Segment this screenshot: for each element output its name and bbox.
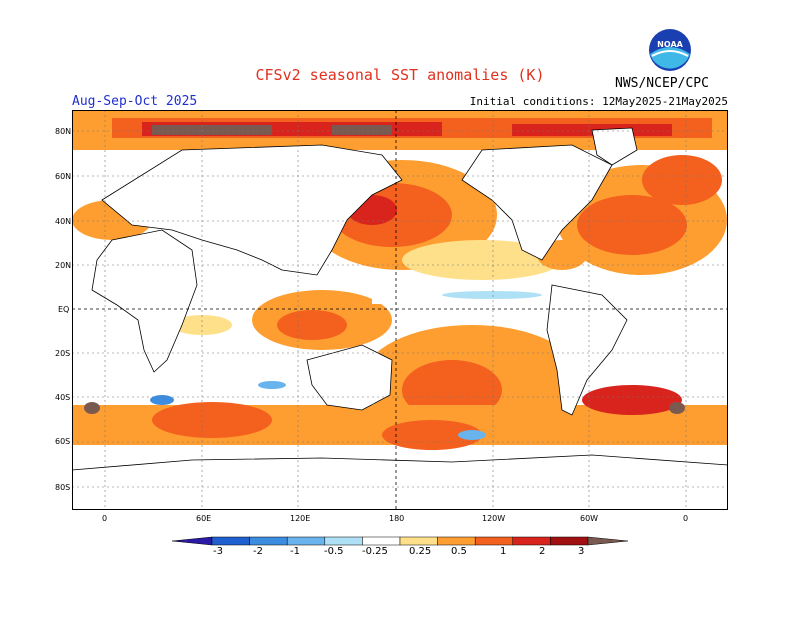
lat-label: 20S <box>55 349 71 358</box>
colorbar-label: 1 <box>500 546 507 557</box>
sst-anomaly-map <box>72 110 728 510</box>
colorbar-label: 3 <box>578 546 585 557</box>
colorbar-cell <box>437 536 476 546</box>
equator-dateline <box>72 110 728 510</box>
colorbar-cell <box>249 536 288 546</box>
colorbar-label: -0.5 <box>324 546 344 557</box>
lat-label: 60N <box>55 172 72 181</box>
lon-label: 180 <box>389 514 405 523</box>
lat-label: 40N <box>55 217 72 226</box>
colorbar-label: -1 <box>290 546 300 557</box>
colorbar-cell <box>550 536 589 546</box>
colorbar-label: 0.25 <box>409 546 432 557</box>
noaa-logo-icon: NOAA <box>649 29 691 71</box>
colorbar-cell <box>172 536 213 546</box>
initial-conditions-label: Initial conditions: 12May2025-21May2025 <box>469 95 728 108</box>
logo-text: NOAA <box>657 40 683 49</box>
lon-label: 60W <box>580 514 599 523</box>
colorbar-label: -2 <box>253 546 263 557</box>
agency-label: NWS/NCEP/CPC <box>615 76 709 91</box>
colorbar-cell <box>399 536 438 546</box>
lon-label: 60E <box>196 514 212 523</box>
map-frame <box>72 110 728 510</box>
colorbar-label: -0.25 <box>362 546 388 557</box>
graticule <box>72 110 728 510</box>
lat-label: 40S <box>55 393 71 402</box>
lon-label: 0 <box>102 514 108 523</box>
colorbar-cell <box>512 536 551 546</box>
colorbar-cell <box>362 536 401 546</box>
colorbar <box>172 536 628 546</box>
landmasses <box>72 127 728 510</box>
lat-label: 80N <box>55 127 72 136</box>
season-label: Aug-Sep-Oct 2025 <box>72 94 198 109</box>
lat-label: 20N <box>55 261 72 270</box>
colorbar-label: 0.5 <box>451 546 467 557</box>
colorbar-cell <box>211 536 250 546</box>
lon-label: 120W <box>482 514 506 523</box>
map-title: CFSv2 seasonal SST anomalies (K) <box>255 66 545 84</box>
colorbar-cell <box>324 536 363 546</box>
lat-label: 80S <box>55 483 71 492</box>
lat-label: EQ <box>58 305 70 314</box>
colorbar-label: -3 <box>213 546 223 557</box>
colorbar-cell <box>286 536 326 546</box>
lon-label: 0 <box>683 514 689 523</box>
colorbar-label: 2 <box>539 546 546 557</box>
lon-label: 120E <box>290 514 311 523</box>
lat-label: 60S <box>55 437 71 446</box>
colorbar-cell <box>474 536 514 546</box>
colorbar-cell <box>587 536 628 546</box>
